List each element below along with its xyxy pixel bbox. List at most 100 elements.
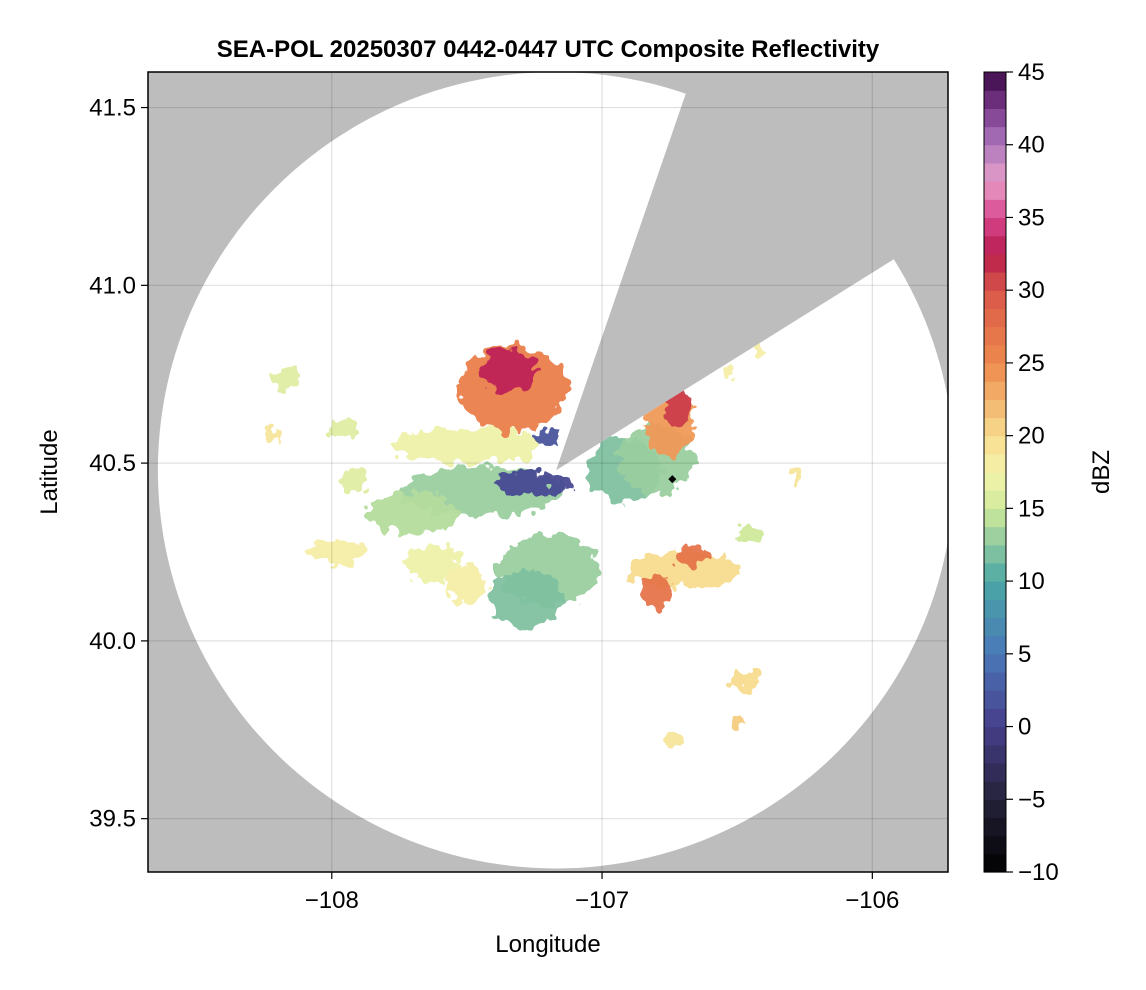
colorbar-tick-label: 40 — [1018, 132, 1045, 159]
y-tick-label: 40.0 — [89, 628, 136, 655]
colorbar-tick-label: 45 — [1018, 59, 1045, 86]
colorbar-tick-label: 10 — [1018, 568, 1045, 595]
colorbar-band — [984, 853, 1006, 873]
colorbar-tick-label: 25 — [1018, 350, 1045, 377]
colorbar-band — [984, 417, 1006, 437]
echo-cell — [339, 470, 367, 492]
colorbar-band — [984, 526, 1006, 546]
colorbar-tick-label: 20 — [1018, 423, 1045, 450]
echo-cell — [329, 416, 362, 439]
echo-cell — [675, 544, 713, 567]
gridlines — [148, 72, 948, 872]
colorbar-band — [984, 490, 1006, 509]
echo-cell — [264, 427, 281, 442]
colorbar-band — [984, 108, 1006, 128]
x-tick-label: −106 — [845, 887, 899, 914]
colorbar-band — [984, 272, 1006, 291]
colorbar-band — [984, 562, 1006, 582]
colorbar-band — [984, 635, 1006, 655]
colorbar-band — [984, 508, 1006, 528]
echo-cell — [753, 342, 765, 357]
colorbar-band — [984, 90, 1006, 109]
colorbar-band — [984, 817, 1006, 837]
colorbar-band — [984, 708, 1006, 728]
echo-cell — [639, 573, 673, 609]
colorbar-band — [984, 690, 1006, 709]
echo-cell — [731, 669, 759, 691]
echo-cell — [402, 544, 462, 581]
echo-cell — [272, 367, 300, 389]
plot-frame — [147, 71, 949, 873]
x-axis: −108 −107 −106 — [305, 872, 899, 914]
colorbar-band — [984, 799, 1006, 819]
colorbar-band — [984, 653, 1006, 673]
colorbar-band — [984, 72, 1006, 91]
x-axis-label: Longitude — [495, 931, 600, 958]
plot-area — [148, 72, 948, 872]
colorbar-band — [984, 744, 1006, 764]
y-axis: 39.5 40.0 40.5 41.0 41.5 — [89, 95, 148, 833]
colorbar-band — [984, 617, 1006, 637]
colorbar-tick-label: 35 — [1018, 204, 1045, 231]
colorbar: −10 −5 0 5 10 15 20 25 30 35 40 45 dBZ — [983, 59, 1115, 886]
colorbar-band — [984, 235, 1006, 255]
echo-cell — [729, 713, 746, 725]
colorbar-tick-label: 15 — [1018, 495, 1045, 522]
colorbar-band — [984, 253, 1006, 273]
colorbar-frame — [983, 71, 1007, 873]
y-axis-label: Latitude — [36, 429, 63, 514]
colorbar-tick-label: −5 — [1018, 786, 1045, 813]
colorbar-tick-label: 5 — [1018, 641, 1031, 668]
echo-cell — [445, 566, 489, 602]
radar-coverage — [157, 72, 948, 869]
x-tick-label: −107 — [575, 887, 629, 914]
colorbar-band — [984, 362, 1006, 382]
y-tick-label: 40.5 — [89, 450, 136, 477]
colorbar-band — [984, 217, 1006, 237]
colorbar-band — [984, 290, 1006, 309]
colorbar-label: dBZ — [1088, 450, 1115, 494]
colorbar-band — [984, 399, 1006, 419]
echo-cell — [734, 527, 762, 542]
colorbar-tick-label: 30 — [1018, 277, 1045, 304]
colorbar-band — [984, 326, 1006, 346]
y-tick-label: 39.5 — [89, 806, 136, 833]
colorbar-band — [984, 762, 1006, 782]
echo-cell — [391, 427, 543, 464]
site-marker-diamond — [668, 475, 677, 484]
colorbar-band — [984, 308, 1006, 328]
colorbar-ticks: −10 −5 0 5 10 15 20 25 30 35 40 45 — [1006, 59, 1059, 886]
colorbar-band — [984, 381, 1006, 400]
echo-cell — [534, 431, 562, 446]
echo-cell — [723, 363, 735, 378]
colorbar-band — [984, 199, 1006, 219]
echo-cell — [366, 491, 459, 535]
colorbar-band — [984, 472, 1006, 491]
echo-cell — [310, 537, 365, 567]
echo-layer — [264, 342, 803, 748]
colorbar-band — [984, 181, 1006, 200]
colorbar-band — [984, 599, 1006, 619]
colorbar-band — [984, 126, 1006, 146]
echo-cell — [480, 349, 535, 392]
colorbar-band — [984, 435, 1006, 455]
colorbar-band — [984, 144, 1006, 164]
echo-cell — [488, 569, 565, 627]
y-tick-label: 41.5 — [89, 95, 136, 122]
colorbar-band — [984, 162, 1006, 182]
chart-title: SEA-POL 20250307 0442-0447 UTC Composite… — [217, 36, 880, 63]
colorbar-tick-label: −10 — [1018, 859, 1059, 886]
colorbar-band — [984, 672, 1006, 691]
y-tick-label: 41.0 — [89, 272, 136, 299]
colorbar-band — [984, 544, 1006, 564]
echo-cell — [664, 733, 681, 748]
echo-cell — [496, 472, 573, 494]
echo-cell — [791, 470, 803, 485]
colorbar-band — [984, 835, 1006, 855]
colorbar-tick-label: 0 — [1018, 714, 1031, 741]
site-marker — [668, 475, 677, 484]
colorbar-band — [984, 344, 1006, 364]
colorbar-band — [984, 781, 1006, 800]
x-tick-label: −108 — [305, 887, 359, 914]
